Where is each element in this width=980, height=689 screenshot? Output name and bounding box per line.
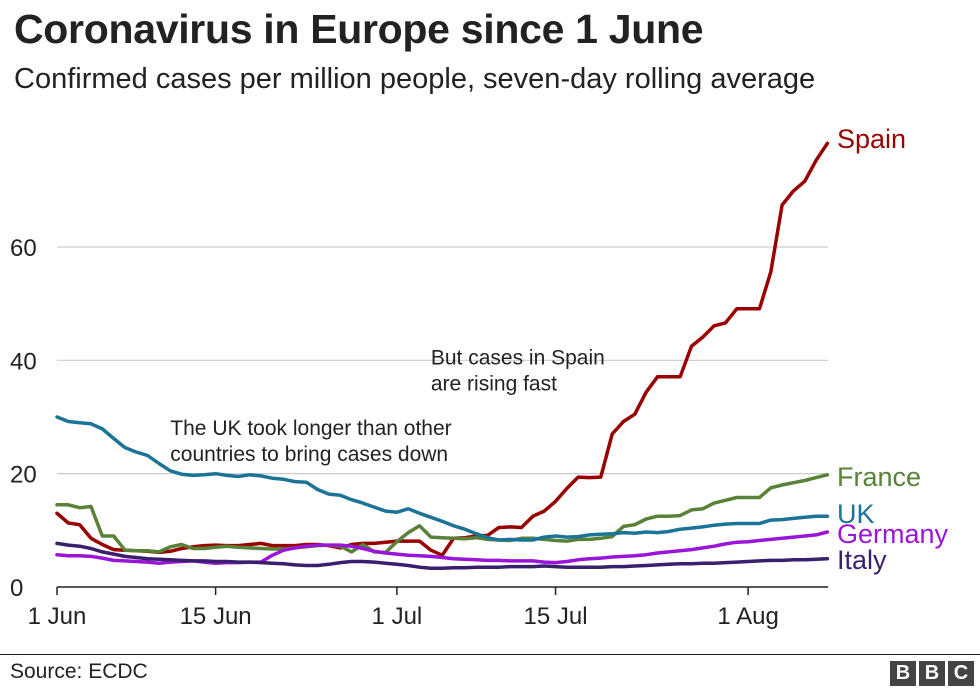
y-tick-label: 60: [10, 235, 37, 262]
annotation-text: are rising fast: [431, 372, 557, 395]
chart-title: Coronavirus in Europe since 1 June: [14, 6, 704, 52]
source-note: Source: ECDC: [10, 660, 148, 683]
y-tick-label: 0: [10, 575, 23, 602]
series-label-uk: UK: [837, 499, 875, 529]
series-lines: [55, 141, 830, 571]
series-line-uk: [55, 415, 830, 542]
y-tick-label: 20: [10, 462, 37, 489]
bbc-logo-letter: B: [890, 661, 916, 686]
x-tick-label: 15 Jul: [523, 603, 587, 630]
footer-rule: [0, 654, 980, 655]
x-tick-label: 1 Aug: [717, 603, 778, 630]
bbc-logo-letter: B: [919, 661, 945, 686]
series-label-germany: Germany: [837, 519, 949, 549]
annotations: The UK took longer than other countries t…: [170, 346, 605, 466]
bbc-logo-letter: C: [948, 661, 974, 686]
annotation-text: The UK took longer than other: [170, 417, 451, 440]
x-axis-ticks: 1 Jun 15 Jun 1 Jul 15 Jul 1 Aug: [28, 587, 779, 630]
y-axis-ticks: 0 20 40 60: [10, 235, 37, 602]
series-label-italy: Italy: [837, 545, 887, 575]
annotation-text: countries to bring cases down: [170, 443, 448, 466]
x-tick-label: 1 Jun: [28, 603, 87, 630]
chart-subtitle: Confirmed cases per million people, seve…: [14, 63, 816, 95]
series-line-italy: [55, 541, 830, 571]
gridlines: [57, 246, 828, 588]
series-label-france: France: [837, 462, 921, 492]
bbc-logo: B B C: [890, 661, 974, 686]
series-line-spain: [55, 141, 830, 558]
annotation-text: But cases in Spain: [431, 346, 605, 369]
line-chart: 0 20 40 60 1 Jun 15 Jun 1 Jul 15 Jul 1 Aug Spai…: [10, 124, 949, 630]
series-label-spain: Spain: [837, 124, 906, 154]
x-tick-label: 15 Jun: [180, 603, 252, 630]
x-tick-label: 1 Jul: [372, 603, 423, 630]
series-line-france: [55, 473, 830, 555]
y-tick-label: 40: [10, 348, 37, 375]
